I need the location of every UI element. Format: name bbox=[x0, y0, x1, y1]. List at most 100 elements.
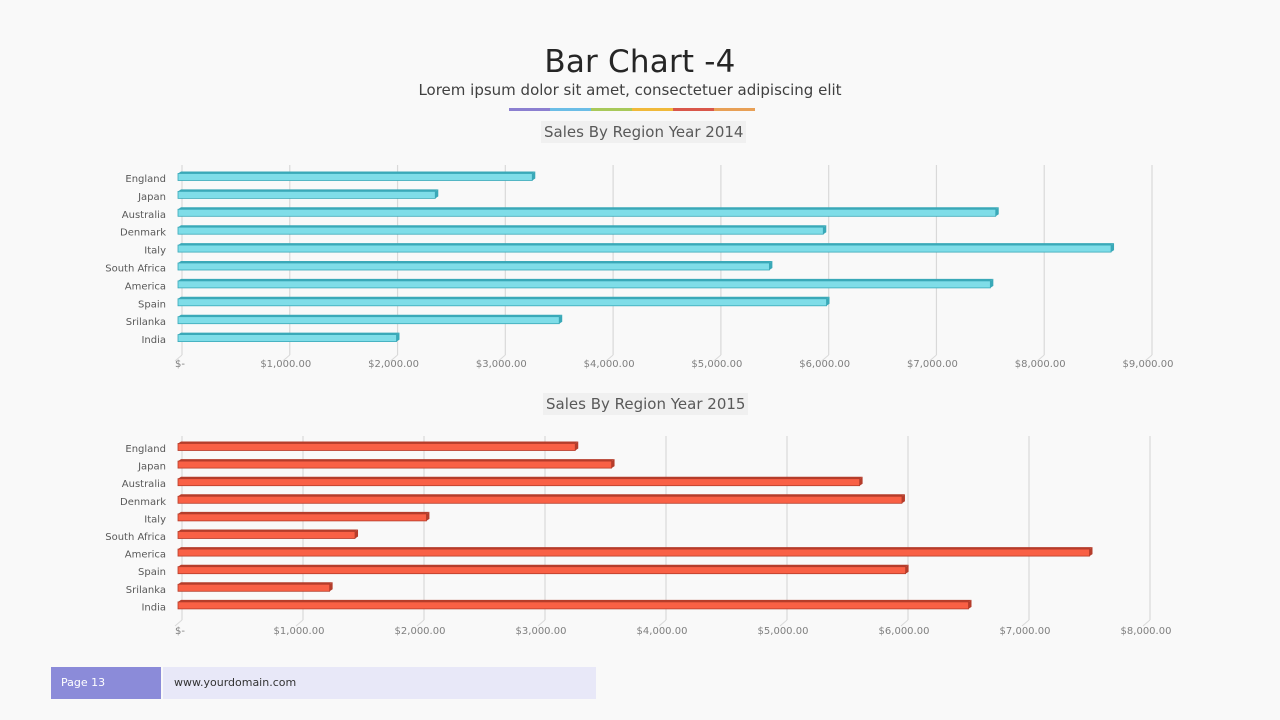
y-category-label: Srilanka bbox=[126, 317, 166, 328]
page-number: Page 13 bbox=[51, 667, 161, 699]
footer-url: www.yourdomain.com bbox=[163, 667, 596, 699]
gridline-depth bbox=[779, 619, 788, 627]
bar-top-face bbox=[178, 599, 972, 602]
divider-segment bbox=[673, 108, 714, 111]
bar-end-face bbox=[1111, 243, 1115, 253]
bar bbox=[177, 513, 427, 522]
bar-top-face bbox=[178, 547, 1093, 550]
bar-top-face bbox=[178, 171, 536, 174]
bar bbox=[177, 548, 1090, 557]
bar-end-face bbox=[1089, 547, 1093, 557]
y-category-label: England bbox=[125, 174, 166, 185]
gridline-depth bbox=[295, 619, 304, 627]
y-category-label: America bbox=[125, 550, 166, 561]
gridline-depth bbox=[416, 619, 425, 627]
bar-top-face bbox=[178, 332, 400, 335]
bar bbox=[177, 244, 1112, 253]
y-category-label: England bbox=[125, 444, 166, 455]
x-tick-label: $1,000.00 bbox=[260, 359, 311, 370]
divider-segment bbox=[550, 108, 591, 111]
gridline-depth bbox=[658, 619, 667, 627]
bar bbox=[177, 262, 770, 271]
bar bbox=[177, 208, 997, 217]
bar-chart-2014: $- $1,000.00 $2,000.00 $3,000.00 $4,000.00 $5… bbox=[105, 165, 1174, 370]
x-tick-label: $8,000.00 bbox=[1015, 359, 1066, 370]
bar-end-face bbox=[396, 332, 400, 342]
divider-segment bbox=[591, 108, 632, 111]
bar-end-face bbox=[826, 296, 830, 306]
y-category-label: Srilanka bbox=[126, 585, 166, 596]
gridline-depth bbox=[498, 354, 506, 362]
bar-top-face bbox=[178, 529, 359, 532]
bar-top-face bbox=[178, 278, 994, 281]
gridline-depth bbox=[282, 354, 291, 362]
gridline-depth bbox=[713, 354, 722, 362]
y-category-label: South Africa bbox=[105, 532, 166, 543]
slide-subtitle: Lorem ipsum dolor sit amet, consectetuer… bbox=[418, 81, 842, 99]
bar bbox=[177, 316, 560, 325]
gridline-depth bbox=[537, 619, 546, 627]
bar-top-face bbox=[178, 189, 439, 192]
y-category-label: America bbox=[125, 281, 166, 292]
bar-top-face bbox=[178, 582, 333, 585]
bar-end-face bbox=[329, 582, 333, 592]
bar-end-face bbox=[355, 529, 359, 539]
gridline-depth bbox=[1036, 354, 1045, 362]
bar bbox=[177, 190, 436, 199]
bar-end-face bbox=[575, 441, 579, 451]
bar bbox=[177, 495, 903, 504]
bar-end-face bbox=[905, 564, 909, 574]
bar-top-face bbox=[178, 476, 863, 479]
x-tick-label: $- bbox=[175, 626, 185, 637]
x-tick-label: $9,000.00 bbox=[1123, 359, 1174, 370]
bar-top-face bbox=[178, 225, 827, 228]
y-category-label: South Africa bbox=[105, 264, 166, 275]
x-tick-label: $7,000.00 bbox=[1000, 626, 1051, 637]
gridline-depth bbox=[174, 619, 183, 627]
bar-end-face bbox=[426, 511, 430, 521]
gridline-depth bbox=[1144, 354, 1153, 362]
bar-end-face bbox=[559, 314, 563, 324]
bar bbox=[177, 226, 824, 235]
x-tick-label: $5,000.00 bbox=[691, 359, 742, 370]
gridline-depth bbox=[929, 354, 937, 362]
bar bbox=[177, 280, 991, 289]
y-category-label: Spain bbox=[138, 567, 166, 578]
x-tick-label: $7,000.00 bbox=[907, 359, 958, 370]
bar bbox=[177, 478, 860, 487]
bar bbox=[177, 460, 612, 469]
x-tick-label: $4,000.00 bbox=[584, 359, 635, 370]
bar-end-face bbox=[901, 494, 905, 504]
y-category-label: Japan bbox=[137, 192, 166, 203]
rainbow-divider bbox=[509, 108, 755, 111]
bar-top-face bbox=[178, 441, 579, 444]
bar bbox=[177, 443, 576, 451]
bar-end-face bbox=[990, 278, 994, 288]
gridline-depth bbox=[390, 354, 398, 362]
y-category-label: Italy bbox=[144, 514, 166, 525]
bar-end-face bbox=[823, 225, 827, 235]
bar-end-face bbox=[859, 476, 863, 486]
x-tick-label: $1,000.00 bbox=[274, 626, 325, 637]
bar bbox=[177, 531, 356, 539]
bar-chart-2015: $- $1,000.00 $2,000.00 $3,000.00 $4,000.00 $5… bbox=[105, 436, 1171, 637]
divider-segment bbox=[632, 108, 673, 111]
y-category-label: Australia bbox=[122, 479, 166, 490]
y-category-label: Denmark bbox=[120, 228, 166, 239]
y-category-label: Denmark bbox=[120, 497, 166, 508]
bar-top-face bbox=[178, 296, 830, 299]
divider-segment bbox=[509, 108, 550, 111]
bar-end-face bbox=[435, 189, 439, 199]
y-category-label: India bbox=[141, 602, 166, 613]
bar-top-face bbox=[178, 459, 615, 462]
x-tick-label: $4,000.00 bbox=[637, 626, 688, 637]
gridline-depth bbox=[174, 354, 183, 362]
y-category-label: India bbox=[141, 335, 166, 346]
bar bbox=[177, 173, 533, 181]
bar-top-face bbox=[178, 494, 905, 497]
bar-end-face bbox=[769, 261, 773, 270]
x-tick-label: $2,000.00 bbox=[368, 359, 419, 370]
bar-end-face bbox=[968, 599, 972, 609]
gridline-depth bbox=[1021, 619, 1030, 627]
x-tick-label: $3,000.00 bbox=[516, 626, 567, 637]
